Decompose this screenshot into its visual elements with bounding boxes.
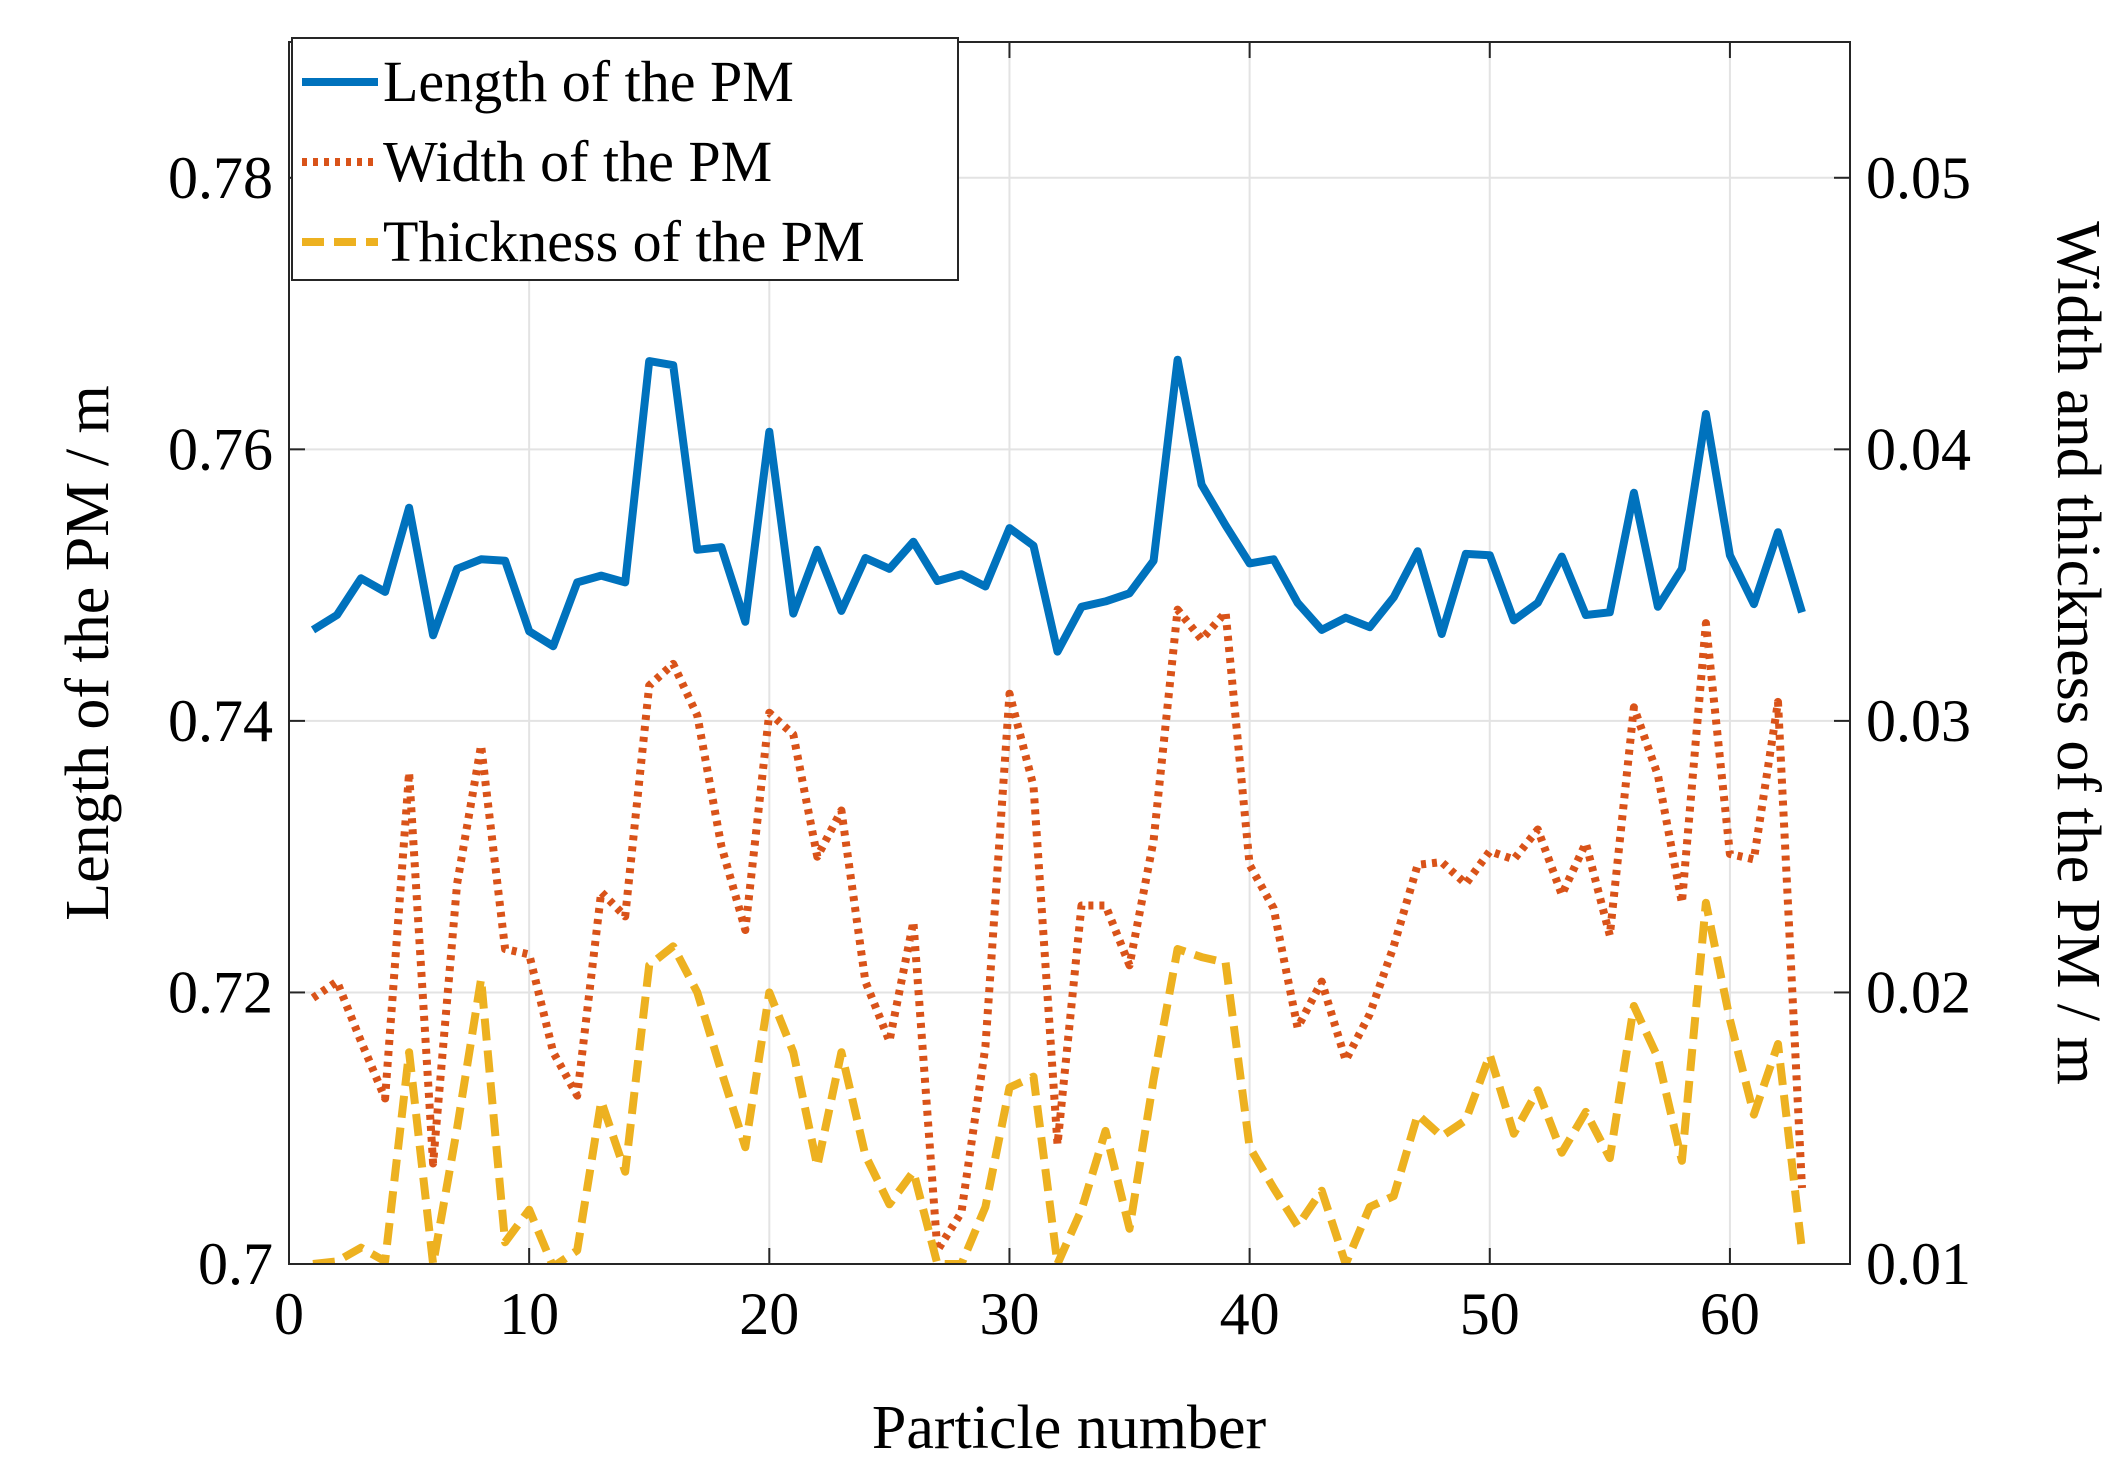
plot-frame xyxy=(288,41,1851,1265)
series-line-width xyxy=(310,605,1806,1255)
x-tick-label: 30 xyxy=(979,1281,1039,1347)
y-left-tick-label: 0.7 xyxy=(198,1231,273,1297)
legend-length-label: Length of the PM xyxy=(383,49,794,114)
legend-box xyxy=(291,37,959,281)
x-tick-label: 60 xyxy=(1700,1281,1760,1347)
legend: Length of the PM Width of the PM Thickne… xyxy=(291,37,959,281)
plot-series xyxy=(310,355,1806,1264)
y-left-tick-label: 0.72 xyxy=(168,959,273,1025)
x-tick-label: 50 xyxy=(1460,1281,1520,1347)
y-axis-right-label: Width and thickness of the PM / m xyxy=(2044,221,2112,1085)
series-line-thickness xyxy=(312,898,1806,1264)
y-right-tick-label: 0.01 xyxy=(1866,1231,1971,1297)
series-line-length xyxy=(310,355,1806,656)
x-tick-label: 20 xyxy=(739,1281,799,1347)
y-left-tick-label: 0.74 xyxy=(168,688,273,754)
x-tick-label: 10 xyxy=(499,1281,559,1347)
axis-ticks: 0 10 20 30 40 50 60 0.7 0.72 0.74 0.76 0.78 0.01 0.02… xyxy=(168,42,1971,1347)
y-right-tick-label: 0.02 xyxy=(1866,959,1971,1025)
y-left-tick-label: 0.76 xyxy=(168,416,273,482)
y-right-tick-label: 0.05 xyxy=(1866,145,1971,211)
x-axis-label: Particle number xyxy=(872,1394,1267,1462)
legend-width-label: Width of the PM xyxy=(383,129,772,194)
y-axis-left-label: Length of the PM / m xyxy=(54,385,122,921)
y-right-tick-label: 0.03 xyxy=(1866,688,1971,754)
y-right-tick-label: 0.04 xyxy=(1866,416,1971,482)
x-tick-label: 0 xyxy=(274,1281,304,1347)
legend-thickness-label: Thickness of the PM xyxy=(383,209,865,274)
x-tick-label: 40 xyxy=(1220,1281,1280,1347)
y-left-tick-label: 0.78 xyxy=(168,145,273,211)
